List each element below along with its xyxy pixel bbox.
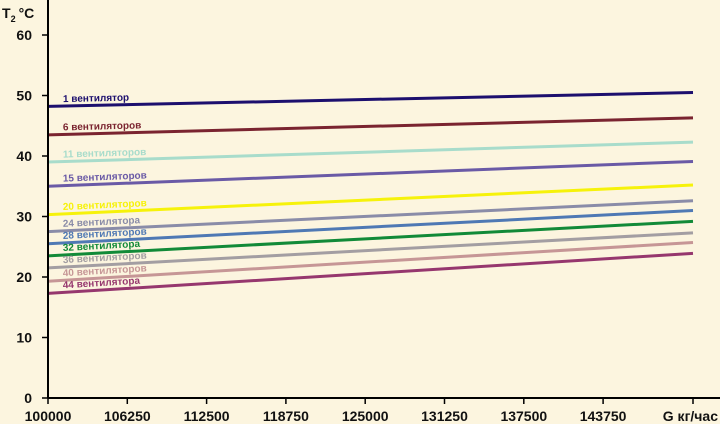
series-label: 28 вентиляторов — [63, 227, 147, 242]
y-axis-title-main: T — [2, 5, 11, 21]
series-line — [47, 183, 694, 217]
series-line — [47, 140, 694, 164]
x-tick-label: 137500 — [500, 408, 547, 424]
series-line — [47, 208, 694, 246]
x-tick-label: 106250 — [104, 408, 151, 424]
y-ticks: 0 10 20 30 40 50 60 — [16, 27, 48, 406]
series-labels: 1 вентилятор 6 вентиляторов 11 вентиляторо… — [63, 93, 148, 292]
y-tick-label: 30 — [16, 209, 32, 225]
x-tick-label: 112500 — [184, 408, 230, 424]
x-tick-label: 143750 — [580, 408, 627, 424]
series-line — [47, 199, 694, 234]
y-tick-label: 0 — [24, 390, 32, 406]
series-label: 11 вентиляторов — [63, 147, 147, 161]
y-tick-label: 60 — [16, 27, 32, 43]
x-tick-label: 100000 — [25, 408, 72, 424]
series-line — [47, 90, 694, 108]
y-tick-label: 40 — [16, 148, 32, 164]
series-line — [47, 219, 694, 258]
x-axis-title: G кг/час — [663, 408, 718, 424]
y-axis-title: T2 °C — [2, 5, 34, 24]
series-label: 15 вентиляторов — [63, 170, 147, 184]
axes — [47, 0, 720, 399]
series-line — [47, 116, 694, 137]
series-line — [47, 159, 694, 188]
series-label: 6 вентиляторов — [63, 120, 142, 133]
y-axis-title-unit: °C — [19, 5, 35, 21]
y-tick-label: 50 — [16, 88, 32, 104]
series-lines — [47, 90, 694, 295]
x-tick-label: 131250 — [421, 408, 468, 424]
series-line — [47, 251, 694, 295]
series-label: 32 вентилятора — [63, 239, 141, 254]
series-label: 36 вентиляторов — [63, 251, 147, 267]
y-tick-label: 20 — [16, 269, 32, 285]
series-line — [47, 231, 694, 270]
series-label: 24 вентилятора — [63, 215, 141, 230]
series-label: 1 вентилятор — [63, 93, 129, 105]
y-tick-label: 10 — [16, 330, 32, 346]
series-line — [47, 241, 694, 283]
x-tick-label: 118750 — [263, 408, 309, 424]
x-ticks: 100000 106250 112500 118750 125000 131250 1375… — [25, 398, 694, 424]
x-tick-label: 125000 — [342, 408, 389, 424]
y-axis-title-sub: 2 — [11, 14, 16, 24]
series-label: 20 вентиляторов — [63, 198, 147, 213]
series-label: 40 вентиляторов — [63, 263, 148, 279]
series-label: 44 вентилятора — [63, 276, 141, 292]
